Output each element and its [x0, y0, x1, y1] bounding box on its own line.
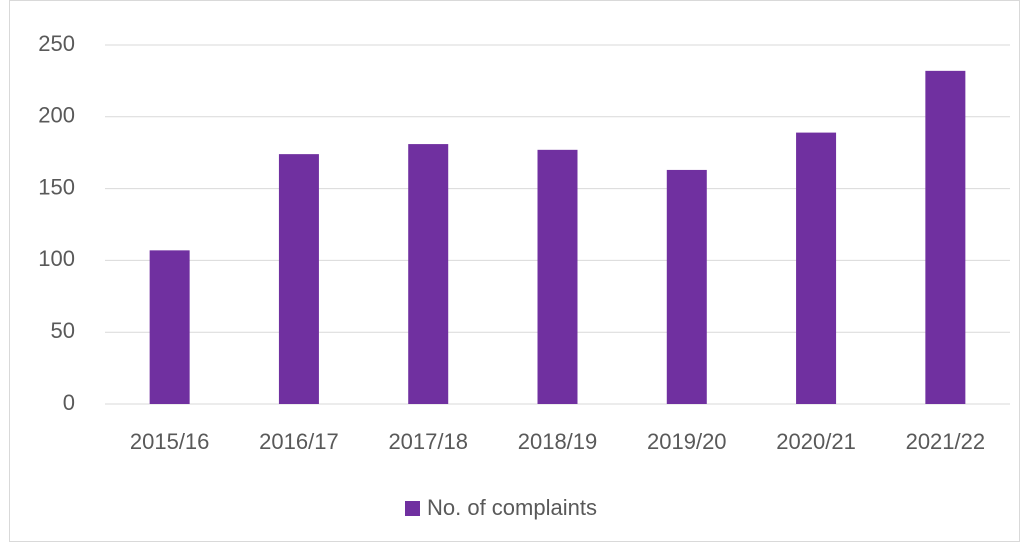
legend-swatch [405, 501, 420, 516]
x-tick-label: 2020/21 [776, 429, 856, 454]
x-tick-label: 2019/20 [647, 429, 727, 454]
x-tick-label: 2015/16 [130, 429, 210, 454]
y-tick-label: 100 [38, 246, 75, 271]
y-tick-label: 50 [51, 318, 75, 343]
bar [537, 149, 578, 404]
y-tick-label: 0 [63, 390, 75, 415]
bar [278, 154, 319, 404]
legend-label: No. of complaints [427, 495, 597, 520]
bar [149, 250, 190, 404]
x-tick-label: 2017/18 [388, 429, 468, 454]
y-tick-label: 250 [38, 31, 75, 56]
bar [408, 144, 449, 405]
x-tick-label: 2016/17 [259, 429, 339, 454]
x-tick-label: 2021/22 [906, 429, 986, 454]
y-tick-label: 200 [38, 103, 75, 128]
bar [666, 169, 707, 404]
y-tick-label: 150 [38, 174, 75, 199]
x-tick-label: 2018/19 [518, 429, 598, 454]
bar [925, 70, 966, 405]
bar [796, 132, 837, 404]
